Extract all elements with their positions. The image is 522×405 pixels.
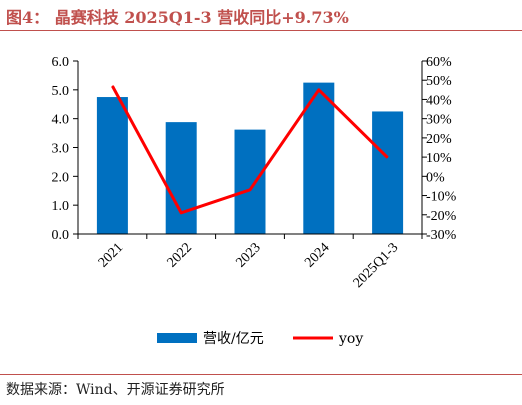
right-tick-label: 10% <box>426 151 452 166</box>
legend-swatch-bar <box>157 333 197 343</box>
left-tick-label: 3.0 <box>52 142 70 157</box>
x-tick-label: 2024 <box>302 240 332 270</box>
source-note: 数据来源：Wind、开源证券研究所 <box>6 382 225 398</box>
yoy-point-2024 <box>318 89 320 91</box>
yoy-point-2022 <box>180 212 182 214</box>
right-tick-label: -20% <box>426 209 457 224</box>
right-tick-label: 20% <box>426 132 452 147</box>
right-tick-label: 50% <box>426 74 452 89</box>
yoy-point-2021 <box>111 85 113 87</box>
bar-2021 <box>96 97 128 235</box>
left-tick-label: 2.0 <box>52 170 70 185</box>
right-tick-label: 60% <box>426 55 452 70</box>
x-tick-label: 2023 <box>233 240 263 270</box>
left-tick-label: 1.0 <box>52 199 70 214</box>
left-tick-label: 4.0 <box>52 113 70 128</box>
right-tick-label: -30% <box>426 228 457 243</box>
x-tick-label: 2022 <box>165 240 195 270</box>
right-tick-label: -10% <box>426 190 457 205</box>
yoy-point-2025Q1-3 <box>387 157 389 159</box>
chart-title: 图4： 晶赛科技 2025Q1-3 营收同比+9.73% <box>6 8 349 27</box>
bar-2025Q1-3 <box>372 111 404 234</box>
left-tick-label: 0.0 <box>52 228 70 243</box>
right-tick-label: 0% <box>426 170 445 185</box>
combo-chart: 0.0 1.0 2.0 3.0 4.0 5.0 6.0 -30% -20% -10% 0% 10% 20… <box>52 55 457 347</box>
right-tick-label: 40% <box>426 93 452 108</box>
legend-label-bar: 营收/亿元 <box>203 331 264 347</box>
x-tick-label: 2021 <box>96 240 126 270</box>
right-tick-label: 30% <box>426 113 452 128</box>
bar-2022 <box>165 122 197 234</box>
bar-2023 <box>234 129 266 234</box>
left-tick-label: 5.0 <box>52 84 70 99</box>
source-divider <box>0 374 522 375</box>
yoy-point-2023 <box>249 189 251 191</box>
x-tick-label: 2025Q1-3 <box>351 240 402 291</box>
title-divider <box>0 30 522 31</box>
bar-2024 <box>303 82 335 234</box>
legend-label-line: yoy <box>338 331 363 347</box>
left-tick-label: 6.0 <box>52 55 70 70</box>
